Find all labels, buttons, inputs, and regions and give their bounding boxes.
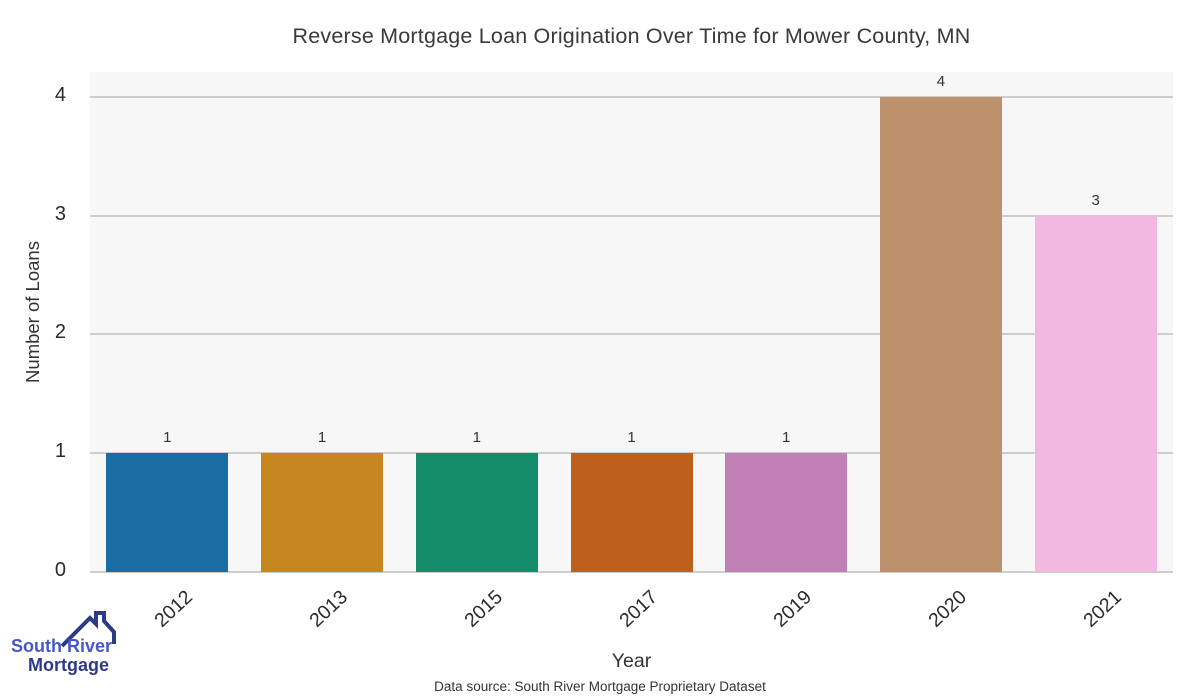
- logo-text-line1: South River: [10, 636, 112, 656]
- bar-value-label-2017: 1: [627, 429, 636, 447]
- x-tick-label-2021: 2021: [1078, 586, 1126, 632]
- x-axis-ticks: 2012 2013 2015 2017 2019 2020 2021: [90, 572, 1173, 644]
- bar-2019: [725, 453, 848, 572]
- bar-2012: [106, 453, 229, 572]
- south-river-mortgage-logo: South River Mortgage: [11, 608, 122, 682]
- y-tick-label-0: 0: [54, 559, 66, 581]
- bar-value-label-2021: 3: [1091, 191, 1100, 209]
- plot-area: 1 1 1 1 1 4 3: [90, 72, 1173, 573]
- house-roof-icon: [60, 611, 116, 648]
- bar-value-label-2019: 1: [782, 429, 791, 447]
- logo-text-line2: Mortgage: [28, 655, 109, 675]
- x-axis-label: Year: [611, 650, 652, 672]
- bar-value-label-2020: 4: [936, 72, 946, 90]
- bar-2021: [1034, 215, 1157, 572]
- bar-2017: [570, 453, 693, 572]
- y-axis-ticks: 0 1 2 3 4: [0, 72, 78, 581]
- x-tick-label-2013: 2013: [305, 586, 353, 632]
- y-tick-label-4: 4: [54, 83, 66, 106]
- y-tick-label-2: 2: [54, 321, 66, 344]
- y-tick-label-1: 1: [54, 440, 66, 463]
- gridline-y-3: [90, 214, 1173, 217]
- y-axis-label: Number of Loans: [22, 241, 43, 383]
- gridline-y-0: [90, 571, 1173, 573]
- x-tick-label-2015: 2015: [460, 586, 507, 632]
- bar-2020: [879, 96, 1002, 572]
- bar-2015: [415, 453, 538, 572]
- bar-value-label-2012: 1: [163, 429, 172, 447]
- x-tick-label-2012: 2012: [150, 586, 198, 632]
- gridline-y-4: [90, 95, 1173, 98]
- y-tick-label-3: 3: [54, 202, 66, 225]
- bar-2013: [261, 453, 384, 572]
- bar-value-label-2013: 1: [317, 429, 327, 447]
- gridline-y-2: [90, 333, 1173, 336]
- x-tick-label-2019: 2019: [769, 586, 817, 632]
- chart-title: Reverse Mortgage Loan Origination Over T…: [292, 24, 971, 48]
- data-source-note: Data source: South River Mortgage Propri…: [434, 679, 766, 694]
- x-tick-label-2020: 2020: [924, 586, 971, 632]
- bar-value-label-2015: 1: [472, 429, 481, 447]
- x-tick-label-2017: 2017: [614, 586, 662, 632]
